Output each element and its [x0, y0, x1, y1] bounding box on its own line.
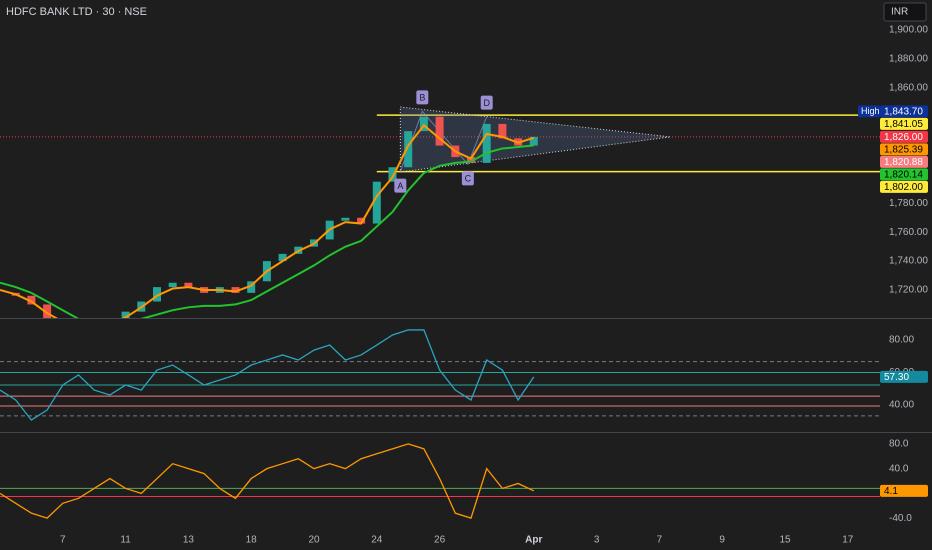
- price-tag: [880, 155, 928, 168]
- y-tick-label: 1,780.00: [889, 198, 928, 209]
- price-tag: [880, 168, 928, 181]
- candle: [419, 116, 428, 132]
- price-tag-label: 1,820.14: [884, 170, 923, 181]
- price-tag: [880, 143, 928, 156]
- pattern-point-label: A: [397, 181, 403, 191]
- y-tick-label: 80.0: [889, 439, 909, 450]
- series-line: [0, 123, 535, 318]
- currency-button[interactable]: [883, 2, 927, 22]
- series-line: [0, 144, 534, 318]
- candle: [168, 282, 177, 288]
- y-tick-label: 1,740.00: [889, 256, 928, 267]
- price-tag: [880, 105, 928, 118]
- y-tick-label: 1,900.00: [889, 25, 928, 36]
- candle: [404, 131, 413, 168]
- price-tag-label: 1,825.39: [884, 145, 923, 156]
- candle: [482, 123, 491, 163]
- candle: [467, 157, 475, 163]
- pattern-point-label: B: [419, 93, 425, 103]
- x-tick-label: 17: [842, 535, 854, 546]
- pattern-point-box: [480, 95, 493, 110]
- candle: [43, 304, 52, 318]
- x-tick-label: 20: [308, 535, 320, 546]
- price-tag-label: 1,826.00: [884, 132, 923, 143]
- y-tick-label: 40.00: [889, 400, 914, 411]
- price-tag-label: 4.1: [884, 486, 898, 497]
- high-tag: [858, 105, 880, 118]
- x-tick-label: 13: [183, 535, 195, 546]
- y-tick-label: -40.0: [889, 513, 912, 524]
- pattern-point-label: D: [483, 98, 490, 108]
- candle: [121, 311, 130, 318]
- x-tick-label: 9: [719, 535, 725, 546]
- pattern-point-box: [416, 90, 429, 105]
- candle: [153, 287, 161, 302]
- high-label: High: [861, 106, 880, 116]
- x-tick-label: 11: [120, 535, 131, 546]
- pane: [0, 106, 880, 333]
- price-tag-label: 57.30: [884, 372, 909, 383]
- price-tag: [880, 130, 928, 143]
- x-tick-label: 7: [60, 535, 66, 546]
- candle: [75, 326, 83, 333]
- y-tick-label: 80.00: [889, 335, 914, 346]
- price-tag: [880, 370, 928, 383]
- price-tag-label: 1,841.05: [884, 119, 923, 130]
- candle: [106, 322, 114, 331]
- candle: [529, 136, 538, 146]
- candle: [59, 319, 67, 326]
- candle: [184, 282, 193, 288]
- candle: [90, 330, 98, 333]
- currency[interactable]: INR: [891, 7, 908, 18]
- x-tick-label: Apr: [525, 535, 542, 546]
- pattern-point-box: [461, 171, 474, 186]
- y-tick-label: 40.0: [889, 463, 909, 474]
- candle: [372, 181, 381, 224]
- y-tick-label: 1,760.00: [889, 227, 928, 238]
- price-tag-label: 1,843.70: [884, 106, 923, 117]
- x-tick-label: 15: [779, 535, 791, 546]
- y-tick-label: 1,880.00: [889, 54, 928, 65]
- price-tag-label: 1,820.88: [884, 157, 923, 168]
- price-tag: [880, 180, 928, 193]
- y-tick-label: 1,720.00: [889, 285, 928, 296]
- candle: [357, 217, 366, 224]
- candle: [278, 253, 287, 262]
- series-line: [0, 329, 535, 421]
- x-tick-label: 26: [434, 535, 446, 546]
- candle: [341, 217, 350, 221]
- x-tick-label: 18: [246, 535, 258, 546]
- x-tick-label: 3: [594, 535, 600, 546]
- x-tick-label: 7: [657, 535, 663, 546]
- x-tick-label: 24: [371, 535, 383, 546]
- pattern-point-label: C: [465, 174, 472, 184]
- series-line: [0, 443, 535, 519]
- candle: [231, 287, 240, 293]
- candle: [388, 167, 397, 182]
- candle: [435, 116, 444, 146]
- price-tag: [880, 484, 928, 497]
- price-tag: [880, 117, 928, 130]
- candle: [498, 123, 507, 139]
- candle: [247, 281, 256, 293]
- chart-title: HDFC BANK LTD · 30 · NSE: [6, 6, 147, 18]
- y-tick-label: 1,860.00: [889, 82, 928, 93]
- price-tag-label: 1,802.00: [884, 182, 923, 193]
- pattern-point-box: [394, 178, 407, 193]
- pane: [0, 443, 880, 519]
- candle: [27, 295, 36, 305]
- pane: [0, 329, 880, 421]
